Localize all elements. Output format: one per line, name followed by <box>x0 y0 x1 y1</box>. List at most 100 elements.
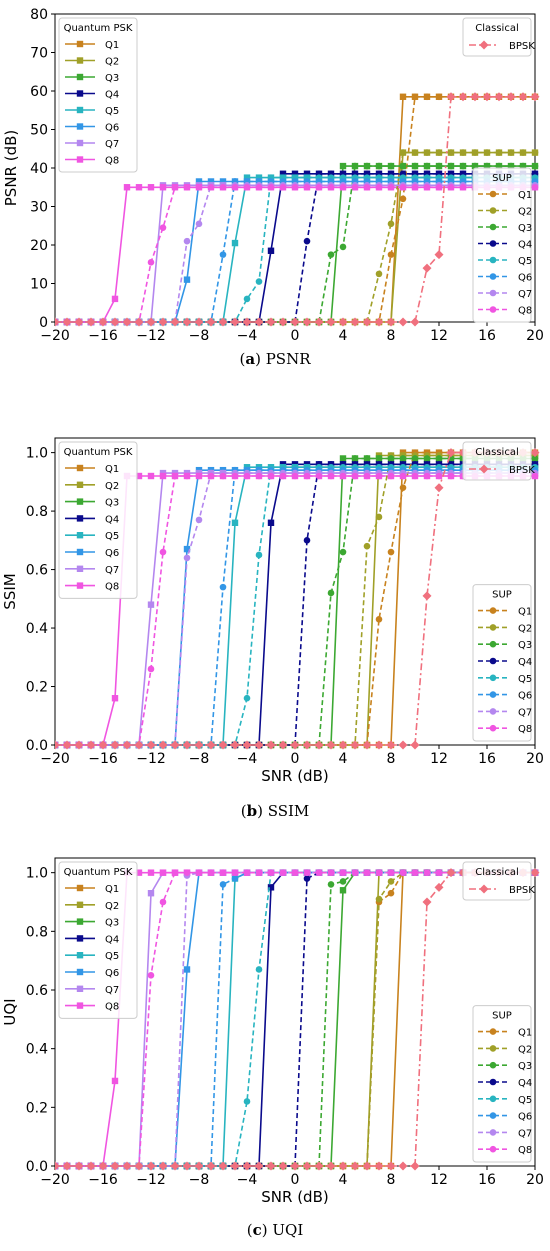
point-classical-bpsk <box>74 740 84 750</box>
psnr-panel: −20 −16 −12 −8 −4 0 4 8 12 16 20 0 10 20 30 40 50 60 70 80 S… <box>0 0 550 345</box>
point-sup-q8 <box>195 472 203 480</box>
legend-sup-q1-label: Q1 <box>518 190 532 201</box>
point-classical-bpsk <box>302 317 312 327</box>
point-classical-bpsk <box>374 317 384 327</box>
point-sup-q1 <box>399 195 407 203</box>
point-sup-q5 <box>243 694 251 702</box>
legend-quantum-q7-marker <box>76 565 84 572</box>
legend-quantum-q2-label: Q2 <box>105 57 119 68</box>
point-quantum-q3 <box>339 887 347 894</box>
point-classical-bpsk <box>350 1161 360 1171</box>
y-tick-label: 0.0 <box>26 738 48 754</box>
x-tick-label: 16 <box>478 1172 496 1188</box>
point-sup-q1 <box>399 484 407 492</box>
point-classical-bpsk <box>230 317 240 327</box>
legend-quantum-q7-label: Q7 <box>105 565 119 576</box>
x-tick-label: 8 <box>387 751 396 767</box>
point-sup-q8 <box>219 183 227 191</box>
point-classical-bpsk <box>182 317 192 327</box>
point-classical-bpsk <box>326 1161 336 1171</box>
x-tick-label: 20 <box>526 751 544 767</box>
point-sup-q8 <box>375 183 383 191</box>
legend-sup-title: SUP <box>492 590 512 601</box>
legend-quantum-q2-marker <box>76 901 84 908</box>
point-quantum-q4 <box>291 170 299 177</box>
point-sup-q1 <box>423 93 431 101</box>
legend-quantum-q7-marker <box>76 139 84 147</box>
legend-quantum <box>58 861 138 1019</box>
point-classical-bpsk <box>530 92 540 102</box>
y-tick-label: 0.4 <box>26 1042 48 1058</box>
point-sup-q6 <box>219 251 227 258</box>
legend-quantum-q2-marker <box>76 481 84 488</box>
point-sup-q5 <box>255 551 263 559</box>
point-sup-q2 <box>375 270 383 278</box>
legend-quantum-q7-label: Q7 <box>105 985 119 996</box>
point-quantum-q8 <box>159 869 167 876</box>
point-sup-q8 <box>243 869 251 876</box>
point-classical-bpsk <box>158 1161 168 1171</box>
point-sup-q8 <box>315 183 323 191</box>
legend-sup-q1-marker <box>489 190 497 198</box>
point-classical-bpsk <box>62 1161 72 1171</box>
legend-sup-q7-marker <box>489 708 497 715</box>
point-classical-bpsk <box>254 317 264 327</box>
point-sup-q8 <box>159 898 167 906</box>
point-sup-q2 <box>531 149 539 156</box>
legend-sup-q8-marker <box>489 724 497 732</box>
point-classical-bpsk <box>278 1161 288 1171</box>
point-classical-bpsk <box>218 317 228 327</box>
point-classical-bpsk <box>266 1161 276 1171</box>
x-tick-label: −4 <box>237 1172 258 1188</box>
legend-classical <box>462 17 532 57</box>
point-sup-q8 <box>399 869 407 876</box>
point-sup-q8 <box>231 472 239 480</box>
point-sup-q8 <box>531 183 539 191</box>
series-line-sup-q5 <box>55 176 535 323</box>
legend-sup-q3-marker <box>489 1061 497 1069</box>
point-sup-q8 <box>531 472 539 480</box>
point-sup-q3 <box>459 162 467 170</box>
point-quantum-q8 <box>135 184 143 191</box>
point-classical-bpsk <box>446 92 456 102</box>
legend-quantum-q5-label: Q5 <box>105 951 119 962</box>
point-classical-bpsk <box>134 740 144 750</box>
y-tick-label: 0.6 <box>26 563 48 579</box>
point-sup-q3 <box>327 881 335 888</box>
point-sup-q3 <box>399 455 407 462</box>
legend-quantum <box>58 441 138 599</box>
series-line-quantum-q8 <box>55 186 535 323</box>
legend-quantum-q4-marker <box>76 90 84 97</box>
y-tick-label: 70 <box>30 46 48 62</box>
legend-classical-bpsk-marker <box>479 40 489 50</box>
point-sup-q3 <box>387 455 395 462</box>
point-sup-q8 <box>267 183 275 191</box>
x-axis-label: SNR (dB) <box>261 767 328 785</box>
point-classical-bpsk <box>134 1161 144 1171</box>
legend-quantum-q6-marker <box>76 123 84 130</box>
point-sup-q8 <box>327 183 335 191</box>
point-sup-q1 <box>387 548 395 556</box>
uqi-chart: −20 −16 −12 −8 −4 0 4 8 12 16 20 0.0 0.2 0.4 0.6 0.8 1.0… <box>1 857 544 1206</box>
legend-quantum-q6-label: Q6 <box>105 548 119 559</box>
point-sup-q8 <box>315 869 323 876</box>
point-sup-q2 <box>387 878 395 885</box>
x-tick-label: 12 <box>430 328 448 344</box>
point-sup-q1 <box>387 251 395 258</box>
point-sup-q8 <box>399 183 407 191</box>
x-tick-label: 0 <box>291 328 300 344</box>
point-quantum-q8 <box>135 869 143 876</box>
point-sup-q8 <box>387 869 395 876</box>
legend-quantum-q5-marker <box>76 106 84 114</box>
point-sup-q8 <box>255 183 263 191</box>
point-classical-bpsk <box>518 92 528 102</box>
legend-sup-q1-label: Q1 <box>518 607 532 618</box>
point-sup-q6 <box>219 881 227 888</box>
plot-area <box>55 448 540 750</box>
legend-quantum-title: Quantum PSK <box>64 867 133 878</box>
point-sup-q8 <box>339 869 347 876</box>
point-sup-q8 <box>411 869 419 876</box>
point-sup-q8 <box>207 472 215 480</box>
legend-quantum-q5-label: Q5 <box>105 106 119 117</box>
point-classical-bpsk <box>434 882 444 892</box>
